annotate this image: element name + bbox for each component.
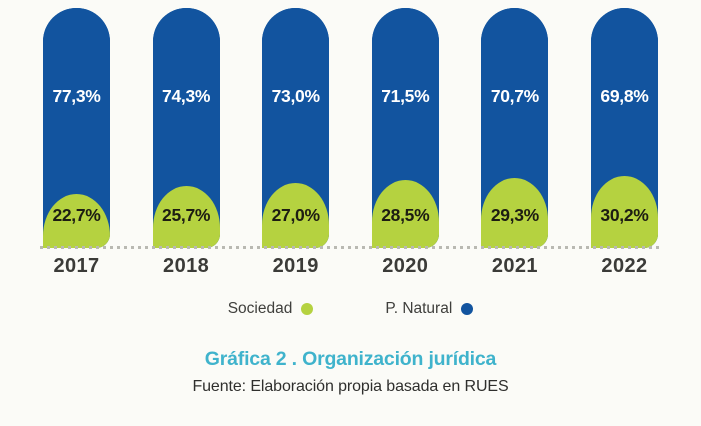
stacked-bar[interactable]: 77,3% 22,7% (43, 8, 110, 248)
legend-item-sociedad[interactable]: Sociedad (228, 300, 314, 318)
x-tick-label: 2020 (382, 255, 429, 277)
stacked-bar[interactable]: 73,0% 27,0% (262, 8, 330, 248)
legend-item-p-natural[interactable]: P. Natural (385, 300, 474, 318)
chart-source-note: Fuente: Elaboración propia basada en RUE… (192, 378, 509, 395)
bar-value-sociedad: 29,3% (490, 205, 539, 225)
bar-value-p-natural: 70,7% (490, 86, 539, 106)
x-axis-labels: 2017 2018 2019 2020 2021 2022 (43, 255, 658, 278)
stacked-bar[interactable]: 74,3% 25,7% (152, 8, 220, 248)
stacked-bar[interactable]: 69,8% 30,2% (590, 8, 658, 248)
bar-value-p-natural: 69,8% (600, 86, 649, 106)
bar-column-2021: 70,7% 29,3% (481, 8, 549, 248)
plot-area: 77,3% 22,7% 74,3% 25,7% 73,0% 27,0% (40, 8, 662, 249)
bar-column-2020: 71,5% 28,5% (371, 8, 439, 248)
bar-value-sociedad: 22,7% (52, 205, 101, 225)
bar-value-sociedad: 28,5% (381, 205, 430, 225)
bar-segment-p-natural (371, 8, 439, 180)
x-tick-label: 2022 (601, 255, 648, 277)
bar-segment-sociedad (152, 186, 220, 248)
bar-column-2019: 73,0% 27,0% (262, 8, 330, 248)
bar-value-p-natural: 73,0% (271, 86, 320, 106)
x-tick-label: 2017 (53, 255, 100, 277)
legend-label: P. Natural (385, 300, 453, 317)
x-tick-label: 2018 (163, 255, 210, 277)
bar-value-sociedad: 25,7% (162, 205, 211, 225)
stacked-bar[interactable]: 70,7% 29,3% (481, 8, 549, 248)
bar-column-2022: 69,8% 30,2% (590, 8, 658, 248)
x-tick-label: 2021 (491, 255, 538, 277)
bar-segment-p-natural (152, 8, 220, 187)
axis-baseline (40, 246, 662, 249)
chart-title: Gráfica 2 . Organización jurídica (204, 348, 497, 370)
bar-column-2017: 77,3% 22,7% (43, 8, 110, 248)
bar-segment-sociedad (262, 183, 330, 248)
bar-segment-p-natural (43, 8, 110, 194)
bar-segment-p-natural (590, 8, 658, 176)
bar-value-sociedad: 27,0% (271, 205, 320, 225)
legend-label: Sociedad (227, 300, 293, 317)
chart-legend: Sociedad P. Natural (0, 300, 701, 318)
chart-caption: Gráfica 2 . Organización jurídica Fuente… (0, 348, 701, 396)
bar-segment-sociedad (590, 175, 658, 248)
bars-container: 77,3% 22,7% 74,3% 25,7% 73,0% 27,0% (43, 8, 658, 248)
circle-marker-icon (461, 303, 474, 315)
bar-segment-p-natural (481, 8, 549, 178)
bar-segment-sociedad (481, 177, 549, 248)
circle-marker-icon (301, 303, 314, 315)
bar-value-p-natural: 77,3% (52, 86, 101, 106)
x-tick-label: 2019 (272, 255, 319, 277)
bar-column-2018: 74,3% 25,7% (152, 8, 220, 248)
bar-segment-sociedad (371, 179, 439, 248)
bar-value-p-natural: 74,3% (162, 86, 211, 106)
bar-value-sociedad: 30,2% (600, 205, 649, 225)
bar-value-p-natural: 71,5% (381, 86, 430, 106)
stacked-bar[interactable]: 71,5% 28,5% (371, 8, 439, 248)
bar-segment-p-natural (262, 8, 330, 184)
